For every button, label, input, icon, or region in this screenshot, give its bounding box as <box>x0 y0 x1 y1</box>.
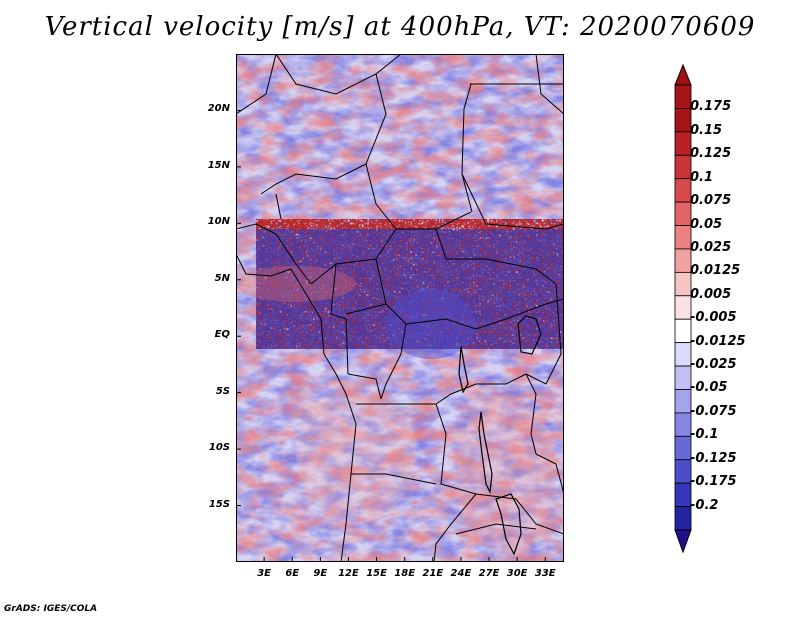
lat-label: 5N <box>214 272 230 284</box>
colorbar-swatch <box>674 154 692 180</box>
colorbar-label: -0.0125 <box>690 333 746 349</box>
colorbar-swatch <box>674 482 692 507</box>
colorbar-swatch <box>674 84 692 109</box>
lon-label: 21E <box>422 568 444 579</box>
lon-label: 24E <box>450 568 472 579</box>
map-title: Vertical velocity [m/s] at 400hPa, VT: 2… <box>44 12 756 42</box>
map-canvas <box>236 54 564 562</box>
colorbar-swatch <box>674 178 692 203</box>
colorbar-swatch <box>674 295 692 320</box>
colorbar <box>674 63 692 554</box>
colorbar-bottom-arrow <box>674 529 692 554</box>
colorbar-swatch <box>674 318 692 344</box>
map-panel <box>236 54 564 562</box>
colorbar-label: -0.05 <box>690 380 728 396</box>
colorbar-swatch <box>674 506 692 531</box>
colorbar-label: -0.175 <box>690 474 737 490</box>
colorbar-label: 0.175 <box>690 99 732 115</box>
lon-label: 27E <box>478 568 500 579</box>
colorbar-top-arrow <box>674 63 692 86</box>
lon-label: 30E <box>506 568 528 579</box>
colorbar-label: 0.075 <box>690 193 732 209</box>
vertical-velocity-field <box>236 54 564 562</box>
colorbar-swatch <box>674 412 692 437</box>
colorbar-swatch <box>674 248 692 273</box>
colorbar-swatch <box>674 459 692 484</box>
colorbar-label: 0.005 <box>690 286 732 302</box>
lat-label: 10S <box>208 442 230 454</box>
colorbar-label: 0.05 <box>690 216 723 232</box>
colorbar-label: -0.1 <box>690 427 719 443</box>
colorbar-swatch <box>674 342 692 367</box>
colorbar-swatch <box>674 131 692 156</box>
lon-label: 3E <box>257 568 271 579</box>
colorbar-swatch <box>674 225 692 250</box>
lon-label: 18E <box>394 568 416 579</box>
lon-label: 15E <box>366 568 387 579</box>
colorbar-label: 0.0125 <box>690 263 741 279</box>
colorbar-label: -0.125 <box>690 450 737 466</box>
lat-label: 15N <box>207 159 230 171</box>
colorbar-swatch <box>674 389 692 414</box>
colorbar-swatch <box>674 108 692 133</box>
colorbar-swatch <box>674 271 692 297</box>
colorbar-label: 0.025 <box>690 239 732 255</box>
colorbar-label: -0.025 <box>690 357 737 373</box>
lat-label: 5S <box>215 385 230 397</box>
lon-label: 12E <box>338 568 359 579</box>
axis-ticks <box>236 109 546 562</box>
country-borders <box>236 54 564 562</box>
lat-label: 10N <box>207 216 230 228</box>
colorbar-swatch <box>674 365 692 390</box>
colorbar-swatch <box>674 201 692 226</box>
lakes <box>458 315 542 556</box>
colorbar-label: 0.1 <box>690 169 714 185</box>
lat-label: EQ <box>214 329 230 341</box>
colorbar-swatch <box>674 435 692 461</box>
lat-label: 15S <box>208 498 230 510</box>
colorbar-label: 0.15 <box>690 122 723 138</box>
lon-label: 6E <box>285 568 300 579</box>
map-frame <box>236 54 564 562</box>
lat-label: 20N <box>207 103 230 115</box>
lon-label: 33E <box>534 568 556 579</box>
colorbar-label: -0.005 <box>690 310 737 326</box>
colorbar-label: 0.125 <box>690 146 732 162</box>
colorbar-label: -0.075 <box>690 403 737 419</box>
credit-text: GrADS: IGES/COLA <box>4 604 98 614</box>
colorbar-label: -0.2 <box>690 497 719 513</box>
lon-label: 9E <box>313 568 328 579</box>
